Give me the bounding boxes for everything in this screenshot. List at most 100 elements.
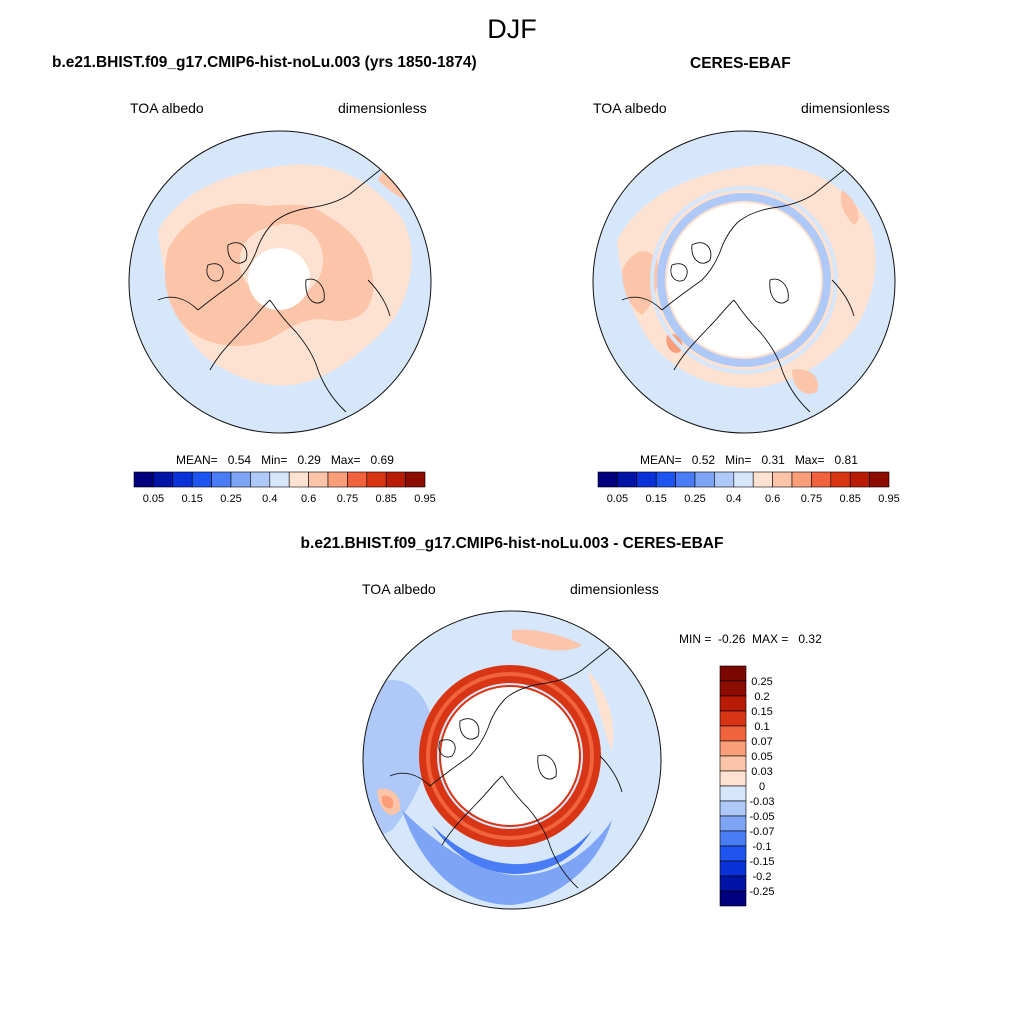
model-max-value: 0.69 xyxy=(370,453,394,467)
obs-mean-label: MEAN= xyxy=(640,453,682,467)
model-colorbar-tick-label: 0.95 xyxy=(414,493,435,505)
model-polar-map xyxy=(128,130,432,434)
diff-colorbar-box xyxy=(719,800,747,817)
model-variable-label: TOA albedo xyxy=(130,100,204,116)
diff-colorbar-tick-label: 0 xyxy=(759,781,765,793)
model-colorbar-box xyxy=(308,471,329,488)
obs-colorbar-box xyxy=(849,471,870,488)
obs-colorbar-box xyxy=(869,471,890,488)
diff-colorbar-box xyxy=(719,695,747,712)
model-coastlines xyxy=(157,169,391,413)
diff-min-value: -0.26 xyxy=(718,632,746,646)
obs-colorbar-tick-label: 0.15 xyxy=(645,493,666,505)
diff-colorbar-tick-label: 0.1 xyxy=(754,721,769,733)
model-colorbar-tick-label: 0.6 xyxy=(301,493,316,505)
obs-colorbar-tick-label: 0.4 xyxy=(726,493,741,505)
model-colorbar-box xyxy=(250,471,271,488)
model-min-label: Min= xyxy=(261,453,288,467)
obs-units-label: dimensionless xyxy=(801,100,890,116)
model-polar-gap xyxy=(248,248,310,310)
diff-units-label: dimensionless xyxy=(570,581,659,597)
obs-colorbar-box xyxy=(675,471,696,488)
diff-colorbar-box xyxy=(719,815,747,832)
model-colorbar-tick-label: 0.75 xyxy=(337,493,358,505)
model-colorbar: 0.05 0.15 0.25 0.4 0.6 0.75 0.85 0.95 xyxy=(133,471,436,505)
diff-polar-map xyxy=(362,610,662,910)
model-colorbar-tick-label: 0.25 xyxy=(220,493,241,505)
obs-map-border xyxy=(592,130,896,434)
obs-colorbar-box xyxy=(830,471,851,488)
diff-colorbar-box xyxy=(719,710,747,727)
model-colorbar-box xyxy=(191,471,212,488)
diff-colorbar-tick-label: 0.03 xyxy=(751,766,772,778)
model-colorbar-box xyxy=(366,471,387,488)
model-colorbar-box xyxy=(405,471,426,488)
diff-colorbar-box xyxy=(719,725,747,742)
diff-colorbar-box xyxy=(719,875,747,892)
obs-colorbar-tick-label: 0.05 xyxy=(607,493,628,505)
season-title: DJF xyxy=(487,14,537,44)
model-colorbar-box xyxy=(269,471,290,488)
diff-max-label: MAX = xyxy=(752,632,789,646)
model-colorbar-tick-label: 0.15 xyxy=(181,493,202,505)
model-stats: MEAN= 0.54 Min= 0.29 Max= 0.69 xyxy=(176,453,394,467)
obs-ring xyxy=(657,193,831,367)
model-max-label: Max= xyxy=(330,453,361,467)
model-colorbar-box xyxy=(327,471,348,488)
model-colorbar-box xyxy=(153,471,174,488)
obs-colorbar: 0.05 0.15 0.25 0.4 0.6 0.75 0.85 0.95 xyxy=(597,471,900,505)
obs-colorbar-tick-label: 0.75 xyxy=(801,493,822,505)
diff-colorbar-box xyxy=(719,890,747,907)
obs-colorbar-box xyxy=(791,471,812,488)
obs-min-label: Min= xyxy=(725,453,752,467)
model-colorbar-box xyxy=(230,471,251,488)
model-colorbar-box xyxy=(211,471,232,488)
obs-mean-value: 0.52 xyxy=(691,453,716,467)
obs-colorbar-box xyxy=(636,471,657,488)
obs-colorbar-box xyxy=(772,471,793,488)
diff-colorbar-box xyxy=(719,680,747,697)
diff-colorbar-tick-label: -0.07 xyxy=(749,826,774,838)
model-colorbar-tick-label: 0.85 xyxy=(375,493,396,505)
diff-colorbar: 0.25 0.2 0.15 0.1 0.07 0.05 0.03 0 -0.03 -0.05 -0.… xyxy=(719,665,775,907)
obs-panel-title: CERES-EBAF xyxy=(690,55,791,72)
obs-polar-map xyxy=(592,130,896,434)
obs-max-label: Max= xyxy=(794,453,825,467)
model-colorbar-box xyxy=(347,471,368,488)
model-units-label: dimensionless xyxy=(338,100,427,116)
diff-colorbar-box xyxy=(719,740,747,757)
diff-map-border xyxy=(362,610,662,910)
diff-colorbar-box xyxy=(719,785,747,802)
obs-coastlines xyxy=(621,169,855,413)
diff-colorbar-tick-label: 0.25 xyxy=(751,676,772,688)
obs-variable-label: TOA albedo xyxy=(593,100,667,116)
diff-variable-label: TOA albedo xyxy=(362,581,436,597)
obs-colorbar-box xyxy=(597,471,618,488)
model-colorbar-box xyxy=(385,471,406,488)
diff-colorbar-tick-label: -0.15 xyxy=(749,856,774,868)
diff-colorbar-tick-label: -0.2 xyxy=(753,871,772,883)
model-panel-title: b.e21.BHIST.f09_g17.CMIP6-hist-noLu.003 … xyxy=(52,54,477,71)
model-colorbar-tick-label: 0.05 xyxy=(143,493,164,505)
obs-min-value: 0.31 xyxy=(761,453,785,467)
obs-colorbar-tick-label: 0.6 xyxy=(765,493,780,505)
diff-colorbar-tick-label: -0.05 xyxy=(749,811,774,823)
diff-min-label: MIN = xyxy=(679,632,712,646)
obs-polar-gap xyxy=(667,203,821,357)
diff-panel-title: b.e21.BHIST.f09_g17.CMIP6-hist-noLu.003 … xyxy=(300,535,724,552)
obs-colorbar-box xyxy=(811,471,832,488)
diff-colorbar-tick-label: -0.03 xyxy=(749,796,774,808)
diff-colorbar-tick-label: 0.15 xyxy=(751,706,772,718)
obs-colorbar-box xyxy=(694,471,715,488)
model-min-value: 0.29 xyxy=(297,453,321,467)
model-colorbar-box xyxy=(133,471,154,488)
diff-colorbar-tick-label: 0.05 xyxy=(751,751,772,763)
diff-colorbar-tick-label: -0.25 xyxy=(749,886,774,898)
diff-colorbar-box xyxy=(719,845,747,862)
diff-max-value: 0.32 xyxy=(798,632,822,646)
diff-colorbar-tick-label: -0.1 xyxy=(753,841,772,853)
diff-coastlines xyxy=(389,645,623,889)
diff-stats: MIN = -0.26 MAX = 0.32 xyxy=(679,632,822,646)
model-colorbar-box xyxy=(288,471,309,488)
diff-colorbar-tick-label: 0.07 xyxy=(751,736,772,748)
